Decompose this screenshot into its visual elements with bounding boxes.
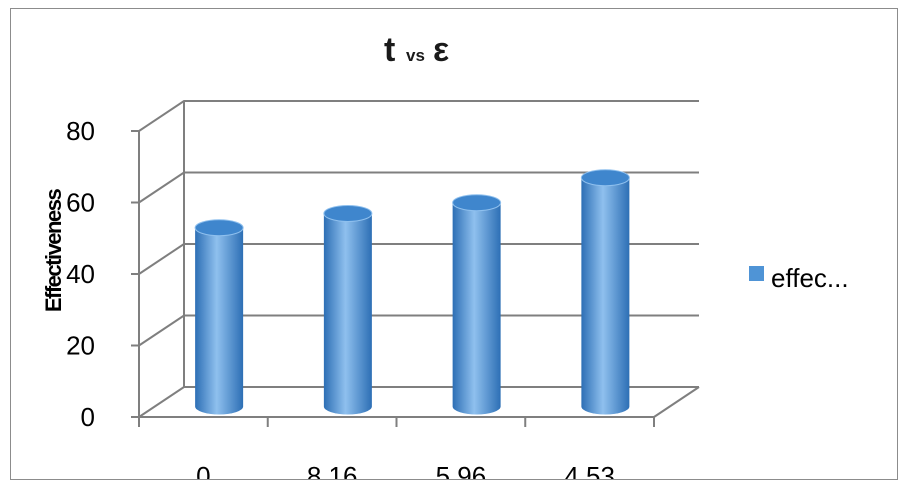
bar bbox=[323, 204, 373, 415]
bar-top bbox=[452, 194, 502, 212]
x-tick-label: 4.53 bbox=[564, 461, 615, 479]
y-tick-label: 60 bbox=[66, 188, 95, 218]
y-tick-label: 80 bbox=[66, 116, 95, 146]
chart-title-main: t bbox=[384, 31, 395, 69]
floor-right-edge bbox=[653, 386, 700, 418]
chart-title-symbol: ε bbox=[433, 31, 449, 69]
y-axis-label: Effectiveness bbox=[41, 189, 66, 313]
bar-body bbox=[195, 227, 244, 415]
bar bbox=[452, 194, 502, 415]
axis-layer bbox=[131, 101, 700, 427]
bar-top bbox=[194, 219, 244, 237]
bar-body bbox=[452, 202, 501, 415]
bar-body bbox=[581, 177, 630, 415]
chart-title-vs: vs bbox=[406, 46, 425, 65]
chart-svg: t vs ε 0 20 40 60 80 0 8.16 5.96 4.53 Effectiven… bbox=[41, 31, 849, 479]
x-tick-label: 8.16 bbox=[307, 461, 358, 479]
y-tick-label: 0 bbox=[81, 402, 95, 432]
y-tick-label: 20 bbox=[66, 331, 95, 361]
label-layer: 0 20 40 60 80 0 8.16 5.96 4.53 bbox=[66, 116, 615, 479]
x-tick-label: 5.96 bbox=[436, 461, 487, 479]
gridline bbox=[138, 100, 699, 132]
bar-top bbox=[580, 169, 630, 187]
legend[interactable]: effec... bbox=[749, 263, 849, 293]
chart-frame: t vs ε 0 20 40 60 80 0 8.16 5.96 4.53 Effectiven… bbox=[10, 8, 898, 480]
bar bbox=[194, 219, 244, 415]
y-tick-label: 40 bbox=[66, 259, 95, 289]
bar-top bbox=[323, 204, 373, 222]
bar-layer bbox=[194, 169, 630, 415]
chart-title: t vs ε bbox=[384, 31, 449, 69]
x-tick-label: 0 bbox=[196, 461, 210, 479]
bar-body bbox=[323, 213, 372, 415]
legend-swatch bbox=[749, 266, 764, 281]
bar bbox=[580, 169, 630, 415]
legend-label: effec... bbox=[771, 263, 849, 293]
